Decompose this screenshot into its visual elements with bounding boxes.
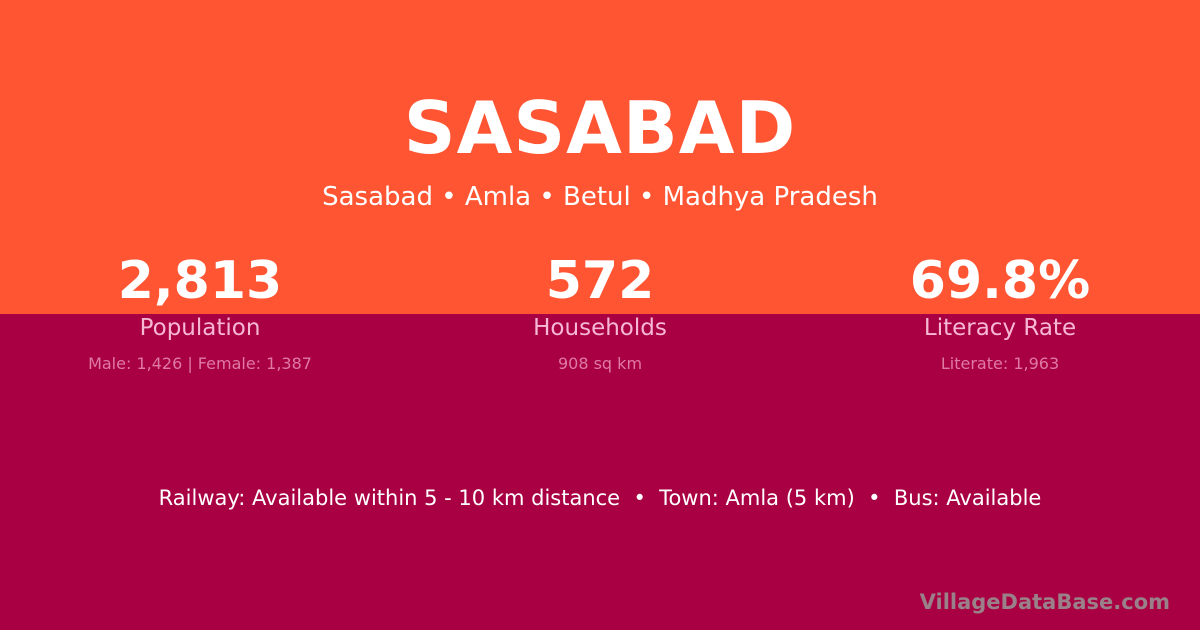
stat-population: 2,813 Population Male: 1,426 | Female: 1… [0,250,400,373]
brand-watermark: VillageDataBase.com [919,590,1170,614]
stat-value: 572 [545,251,655,311]
stat-label: Population [139,315,261,341]
connectivity-facts: Railway: Available within 5 - 10 km dist… [158,486,1042,510]
stat-detail: Literate: 1,963 [940,354,1060,373]
stat-literacy: 69.8% Literacy Rate Literate: 1,963 [800,250,1200,373]
stat-detail: 908 sq km [557,354,643,373]
body-band [0,314,1200,630]
stat-label: Literacy Rate [923,315,1077,341]
stat-households: 572 Households 908 sq km [400,250,800,373]
stat-detail: Male: 1,426 | Female: 1,387 [88,354,312,373]
village-title: SASABAD [403,86,797,170]
stat-value: 2,813 [117,251,283,311]
location-breadcrumb: Sasabad • Amla • Betul • Madhya Pradesh [322,182,878,212]
stat-label: Households [533,315,667,341]
stat-value: 69.8% [909,251,1091,311]
header-band [0,0,1200,314]
